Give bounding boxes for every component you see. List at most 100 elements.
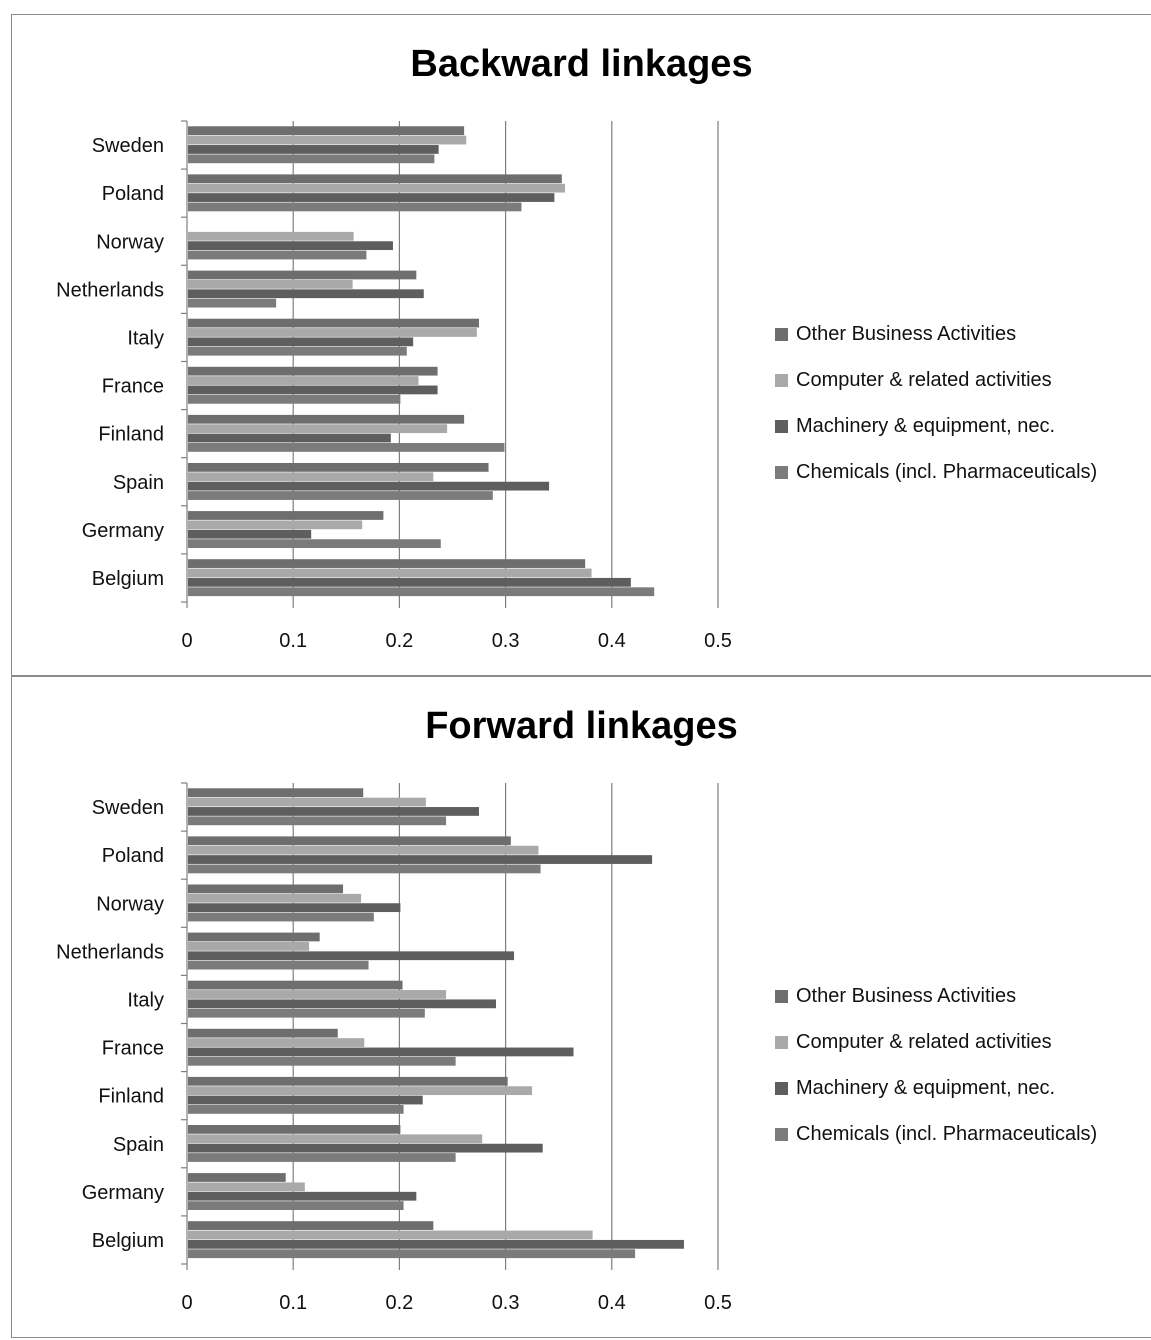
category-label: Spain xyxy=(113,1134,164,1156)
bar xyxy=(188,203,521,212)
bar xyxy=(188,1134,482,1143)
bar xyxy=(188,559,585,568)
bar xyxy=(188,981,403,990)
bar xyxy=(188,1125,400,1134)
legend: Other Business Activities Computer & rel… xyxy=(775,311,1097,495)
legend-label: Other Business Activities xyxy=(796,323,1016,346)
bar xyxy=(188,913,374,922)
bar xyxy=(188,491,493,500)
category-label: Netherlands xyxy=(56,279,164,301)
bar xyxy=(188,1077,508,1086)
backward-linkages-chart: Backward linkages 0 0.1 0.2 0.3 0.4 0.5 Sweden… xyxy=(11,14,1151,676)
bar xyxy=(188,1182,305,1191)
x-tick-label: 0.1 xyxy=(279,630,307,652)
bar xyxy=(188,1221,433,1230)
bar xyxy=(188,865,541,874)
bar xyxy=(188,1249,635,1258)
bar xyxy=(188,319,479,328)
category-label: France xyxy=(102,1038,164,1060)
legend-label: Other Business Activities xyxy=(796,985,1016,1008)
bar xyxy=(188,299,276,308)
category-label: Poland xyxy=(102,183,164,205)
category-label: Finland xyxy=(98,1086,164,1108)
bar xyxy=(188,816,446,825)
bar xyxy=(188,1192,416,1201)
legend-item: Chemicals (incl. Pharmaceuticals) xyxy=(775,449,1097,495)
bar xyxy=(188,145,439,154)
x-tick-label: 0.4 xyxy=(598,1292,626,1314)
bar xyxy=(188,376,418,385)
bar xyxy=(188,807,479,816)
category-label: France xyxy=(102,376,164,398)
bar xyxy=(188,347,407,356)
bar xyxy=(188,337,413,346)
bar xyxy=(188,511,383,520)
bar xyxy=(188,424,447,433)
bar xyxy=(188,1009,425,1018)
legend-swatch xyxy=(775,466,788,479)
bar xyxy=(188,472,433,481)
category-label: Italy xyxy=(127,327,164,349)
legend-label: Computer & related activities xyxy=(796,369,1052,392)
bar xyxy=(188,788,363,797)
category-label: Belgium xyxy=(92,1230,164,1252)
x-tick-label: 0.2 xyxy=(385,1292,413,1314)
category-label: Sweden xyxy=(92,135,164,157)
bar xyxy=(188,251,366,260)
bar xyxy=(188,328,477,337)
legend-item: Other Business Activities xyxy=(775,311,1097,357)
x-tick-label: 0.3 xyxy=(492,630,520,652)
category-label: Netherlands xyxy=(56,941,164,963)
legend-item: Chemicals (incl. Pharmaceuticals) xyxy=(775,1111,1097,1157)
legend-label: Machinery & equipment, nec. xyxy=(796,1077,1055,1100)
x-tick-label: 0.4 xyxy=(598,630,626,652)
bar xyxy=(188,193,554,202)
bar xyxy=(188,126,464,135)
bar xyxy=(188,443,504,452)
legend-swatch xyxy=(775,990,788,1003)
bar xyxy=(188,520,362,529)
bar xyxy=(188,280,353,289)
legend-swatch xyxy=(775,1036,788,1049)
bar xyxy=(188,1173,286,1182)
legend-label: Computer & related activities xyxy=(796,1031,1052,1054)
bar xyxy=(188,386,438,395)
category-label: Germany xyxy=(82,520,164,542)
category-label: Italy xyxy=(127,989,164,1011)
bar xyxy=(188,1144,543,1153)
bar xyxy=(188,1153,456,1162)
category-label: Germany xyxy=(82,1182,164,1204)
bar xyxy=(188,578,631,587)
legend-swatch xyxy=(775,328,788,341)
bar xyxy=(188,241,393,250)
bar xyxy=(188,1096,423,1105)
bar xyxy=(188,1048,574,1057)
bar xyxy=(188,174,562,183)
bar xyxy=(188,232,354,241)
bar xyxy=(188,836,511,845)
category-label: Sweden xyxy=(92,797,164,819)
bar xyxy=(188,482,549,491)
legend-label: Chemicals (incl. Pharmaceuticals) xyxy=(796,461,1097,484)
bar xyxy=(188,415,464,424)
bar xyxy=(188,395,400,404)
bar xyxy=(188,136,466,145)
bar xyxy=(188,569,592,578)
bar xyxy=(188,1086,532,1095)
bar xyxy=(188,1057,456,1066)
bar xyxy=(188,271,416,280)
legend-swatch xyxy=(775,1082,788,1095)
x-tick-label: 0.2 xyxy=(385,630,413,652)
bar xyxy=(188,846,538,855)
legend: Other Business Activities Computer & rel… xyxy=(775,973,1097,1157)
bar xyxy=(188,855,652,864)
legend-item: Computer & related activities xyxy=(775,357,1097,403)
bar xyxy=(188,587,654,596)
bar xyxy=(188,933,320,942)
x-tick-label: 0 xyxy=(181,1292,192,1314)
category-label: Norway xyxy=(96,231,164,253)
bar xyxy=(188,1240,684,1249)
x-tick-label: 0.1 xyxy=(279,1292,307,1314)
bar xyxy=(188,798,426,807)
x-tick-label: 0.5 xyxy=(704,630,732,652)
